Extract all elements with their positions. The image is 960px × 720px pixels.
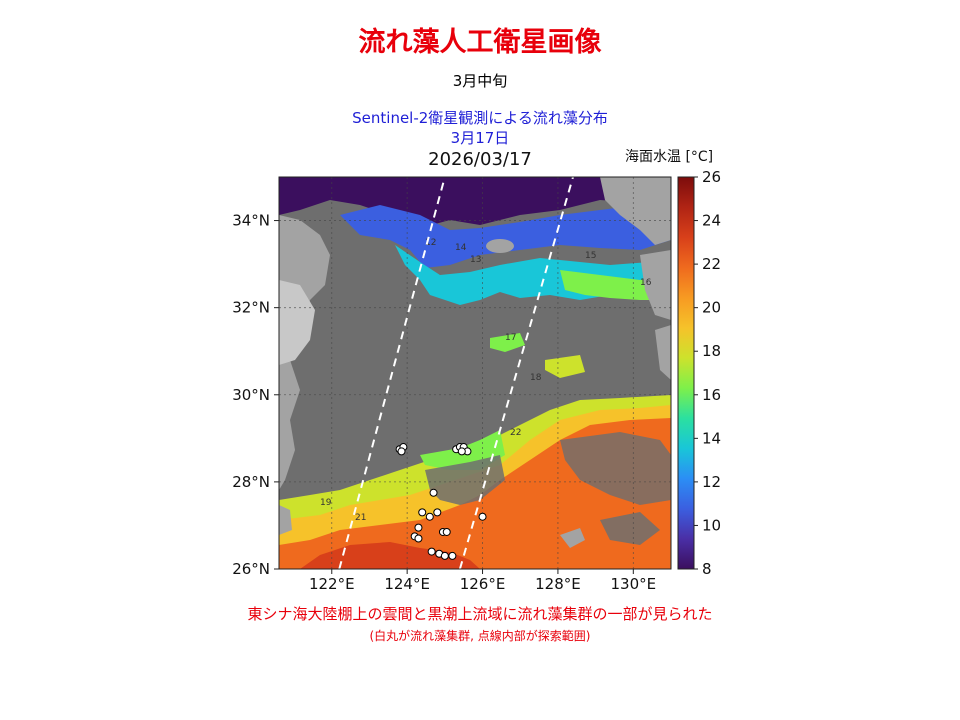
lon-tick-label: 126°E [460,575,506,593]
sst-cool-region [340,205,671,268]
colorbar-tick-label: 18 [702,342,721,360]
isotherm-label: 16 [640,278,652,288]
map-frame [278,176,672,570]
colorbar-tick-label: 12 [702,473,721,491]
observation-note: 東シナ海大陸棚上の雲間と黒潮上流域に流れ藻集群の一部が見られた [247,605,713,623]
legend-note: (白丸が流れ藻集群, 点線内部が探索範囲) [369,629,591,643]
drift-seaweed-cluster [433,508,442,517]
drift-seaweed-cluster [442,527,451,536]
drift-seaweed-cluster [457,447,466,456]
lat-tick-label: 32°N [232,299,270,317]
search-tracks [338,177,574,569]
lat-tick-label: 30°N [232,386,270,404]
drift-seaweed-cluster [425,512,434,521]
isotherm-label: 15 [585,251,596,261]
drift-seaweed-cluster [429,488,438,497]
image-date: 2026/03/17 [428,149,532,170]
isotherm-label: 13 [470,255,481,265]
period-label: 3月中旬 [452,72,508,90]
colorbar-tick-label: 20 [702,299,721,317]
land-jeju [486,239,514,253]
colorbar-bar [677,176,695,570]
cloud-patch [600,512,660,545]
isotherm-label: 17 [505,333,516,343]
sst-patch [490,333,525,352]
colorbar-tick-label: 10 [702,516,721,534]
lat-tick-label: 34°N [232,212,270,230]
sst-patch [545,355,585,378]
colorbar-title: 海面水温 [°C] [625,149,714,165]
search-track-line [338,177,446,569]
lon-tick-label: 130°E [611,575,657,593]
colorbar: 8 10 12 14 16 18 20 22 24 26 [677,168,721,578]
colorbar-tick-label: 22 [702,255,721,273]
colorbar-tick-label: 26 [702,168,721,186]
drift-seaweed-cluster [397,447,406,456]
drift-seaweed-cluster [414,523,423,532]
isotherm-label: 21 [355,513,366,523]
lon-tick-label: 124°E [384,575,430,593]
lat-tick-label: 26°N [232,560,270,578]
drift-seaweed-markers [395,443,487,560]
subtitle-date: 3月17日 [450,129,510,147]
cloud-patch [560,432,671,505]
drift-seaweed-cluster [440,551,449,560]
land-korea [600,177,671,245]
isotherm-label: 18 [530,373,542,383]
isotherm-label: 22 [510,428,521,438]
colorbar-tick-label: 14 [702,429,721,447]
drift-seaweed-cluster [414,534,423,543]
colorbar-tick-label: 8 [702,560,712,578]
land-coastal [279,280,315,365]
colorbar-tick-label: 24 [702,212,721,230]
land-japan-south [655,325,671,380]
search-track-line [458,177,574,569]
axis-ticks: 122°E 124°E 126°E 128°E 130°E 26°N 28°N 30°N 32°… [232,212,656,593]
isotherm-label: 19 [320,498,332,508]
subtitle: Sentinel-2衛星観測による流れ藻分布 [352,109,608,127]
drift-seaweed-cluster [427,547,436,556]
land-taiwan [279,505,292,535]
lat-tick-label: 28°N [232,473,270,491]
land-kyushu [640,250,671,320]
drift-seaweed-cluster [448,551,457,560]
sst-cold-region [279,177,671,228]
land-okinawa [560,528,585,548]
map-gridlines [279,177,671,569]
lon-tick-label: 122°E [309,575,355,593]
isotherm-label: 12 [425,238,436,248]
colorbar-tick-label: 16 [702,386,721,404]
colorbar-ticks: 8 10 12 14 16 18 20 22 24 26 [694,168,721,578]
page-title: 流れ藻人工衛星画像 [358,27,602,58]
lon-tick-label: 128°E [535,575,581,593]
sst-warm-north-region [560,270,671,300]
drift-seaweed-cluster [418,508,427,517]
isotherm-label: 14 [455,243,467,253]
cloud-patch [425,455,505,505]
drift-seaweed-cluster [478,512,487,521]
